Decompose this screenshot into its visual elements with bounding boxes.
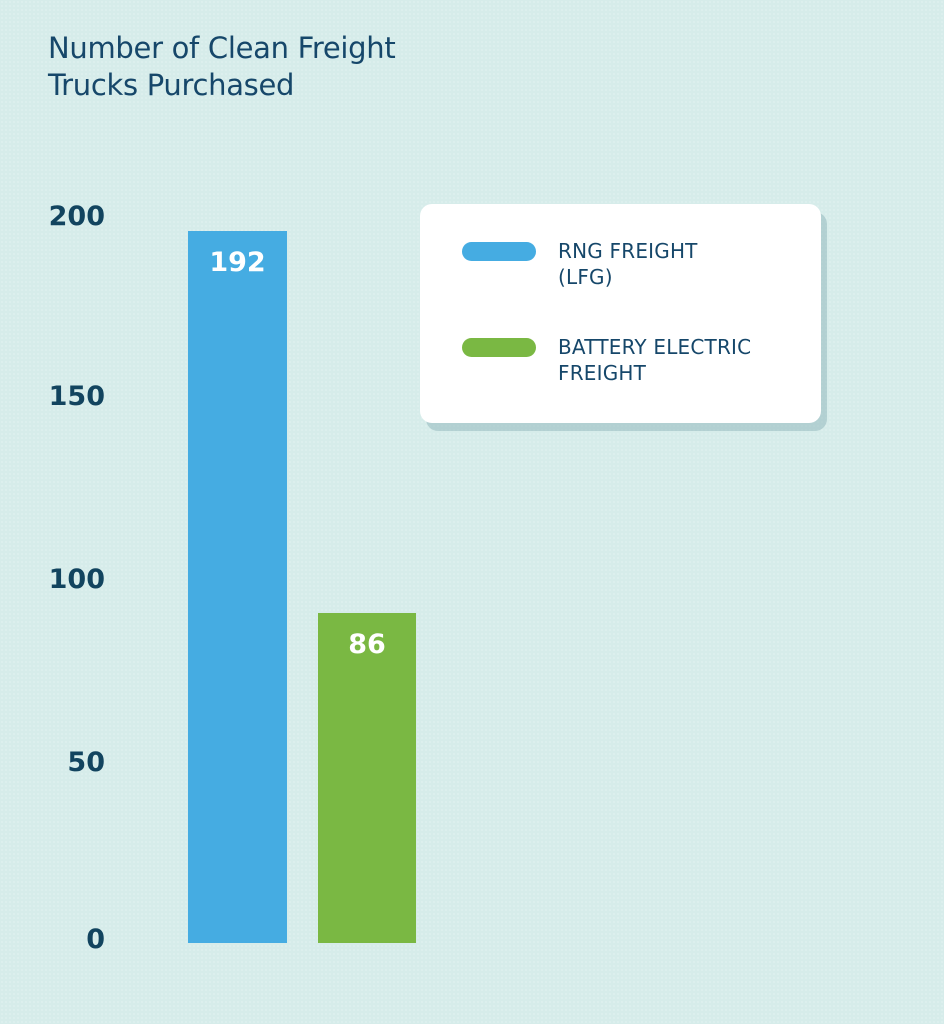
bar-rng-freight: 192 — [188, 231, 287, 943]
y-tick-0: 0 — [86, 924, 105, 955]
y-tick-50: 50 — [67, 747, 105, 778]
legend-label: BATTERY ELECTRIC FREIGHT — [558, 335, 752, 385]
legend-item-battery: BATTERY ELECTRIC FREIGHT — [462, 334, 751, 386]
bar-battery-electric-freight: 86 — [318, 613, 416, 943]
y-tick-200: 200 — [48, 201, 105, 232]
legend-label: RNG FREIGHT (LFG) — [558, 239, 698, 289]
chart-title-line-1: Number of Clean Freight — [48, 31, 396, 65]
y-tick-150: 150 — [48, 381, 105, 412]
chart-title: Number of Clean Freight Trucks Purchased — [48, 30, 468, 104]
bar-value-label: 86 — [348, 629, 386, 660]
legend-swatch-blue-icon — [462, 242, 536, 261]
bar-value-label: 192 — [209, 247, 266, 278]
legend-swatch-green-icon — [462, 338, 536, 357]
chart-title-line-2: Trucks Purchased — [48, 68, 295, 102]
y-tick-100: 100 — [48, 564, 105, 595]
legend-item-rng: RNG FREIGHT (LFG) — [462, 238, 698, 290]
legend: RNG FREIGHT (LFG) BATTERY ELECTRIC FREIG… — [420, 204, 821, 423]
